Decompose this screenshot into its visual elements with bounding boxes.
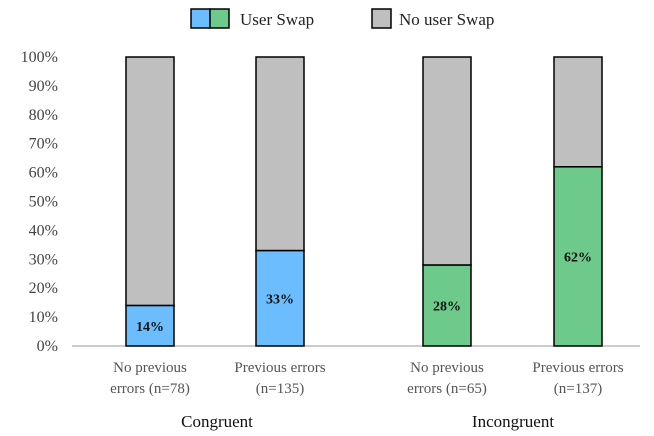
y-tick-label: 50% — [29, 194, 58, 211]
y-tick-label: 90% — [29, 78, 58, 95]
legend-swatch-user-swap-green — [209, 8, 230, 29]
y-tick-label: 60% — [29, 165, 58, 182]
y-tick-label: 0% — [37, 338, 58, 355]
bars: 14% 33% 28% 62% — [125, 56, 603, 347]
bar-value-label: 28% — [433, 300, 461, 315]
legend-label-user-swap: User Swap — [240, 10, 314, 29]
bar-segment-user-swap — [255, 249, 305, 347]
bar-segment-user-swap — [422, 264, 472, 347]
y-tick-label: 80% — [29, 107, 58, 124]
bar-segment-user-swap — [553, 166, 603, 347]
bar-segment-no-user-swap — [553, 56, 603, 168]
y-tick-label: 70% — [29, 136, 58, 153]
group-labels: Congruent Incongruent — [181, 412, 554, 431]
category-label-line2: errors (n=65) — [407, 381, 487, 397]
y-tick-label: 40% — [29, 222, 58, 239]
bar-segment-no-user-swap — [255, 56, 305, 252]
bar-segment-user-swap — [125, 304, 175, 347]
y-tick-label: 10% — [29, 309, 58, 326]
group-label: Congruent — [181, 412, 253, 431]
legend-swatch-no-user-swap — [371, 8, 392, 29]
y-axis: 0% 10% 20% 30% 40% 50% 60% 70% 80% 90% 100% — [21, 49, 58, 355]
category-label-line1: No previous — [410, 360, 484, 376]
legend-swatch-user-swap-blue — [190, 8, 211, 29]
bar-segment-no-user-swap — [422, 56, 472, 266]
category-label-line1: Previous errors — [532, 360, 623, 376]
legend: User Swap No user Swap — [190, 8, 494, 29]
bar-value-label: 14% — [136, 320, 164, 335]
category-label-line1: No previous — [113, 360, 187, 376]
group-label: Incongruent — [472, 412, 554, 431]
y-tick-label: 20% — [29, 280, 58, 297]
category-labels: No previous errors (n=78) Previous errors (… — [110, 360, 624, 397]
bar-value-label: 33% — [266, 292, 294, 307]
category-label-line2: (n=135) — [256, 381, 304, 397]
legend-label-no-user-swap: No user Swap — [399, 10, 494, 29]
y-tick-label: 100% — [21, 49, 58, 66]
category-label-line2: errors (n=78) — [110, 381, 190, 397]
y-tick-label: 30% — [29, 251, 58, 268]
category-label-line2: (n=137) — [554, 381, 602, 397]
category-label-line1: Previous errors — [234, 360, 325, 376]
bar-segment-no-user-swap — [125, 56, 175, 307]
bar-value-label: 62% — [564, 250, 592, 265]
